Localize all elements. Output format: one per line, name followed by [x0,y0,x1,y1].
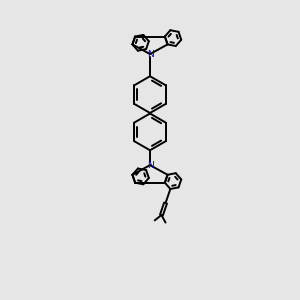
Text: N: N [147,50,153,58]
Text: N: N [147,160,153,169]
